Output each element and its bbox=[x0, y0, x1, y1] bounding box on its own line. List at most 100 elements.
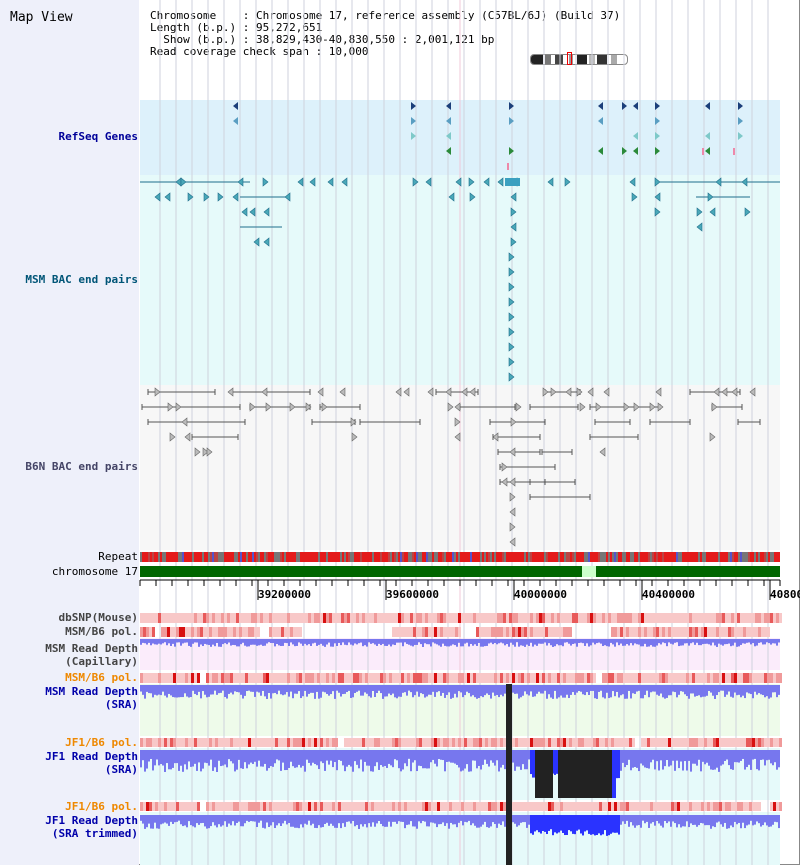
jf1-b6-pol-cell bbox=[746, 738, 749, 747]
track-label-msm-b6-pol-2[interactable]: MSM/B6 pol. bbox=[65, 671, 138, 684]
jf1-b6-pol-cell bbox=[533, 738, 536, 747]
track-label-jf1-depth-trim-2[interactable]: (SRA trimmed) bbox=[51, 827, 138, 840]
jf1-b6-pol-cell bbox=[335, 738, 338, 747]
track-label-msm-bac[interactable]: MSM BAC end pairs bbox=[25, 273, 138, 286]
msm-sra-depth-bar bbox=[226, 685, 228, 699]
msm-sra-depth-bar bbox=[534, 685, 536, 697]
jf1-b6-pol-cell bbox=[605, 802, 608, 811]
jf1-b6-pol-cell bbox=[332, 738, 335, 747]
jf1-sra-depth-bar bbox=[306, 750, 308, 760]
msm-b6-pol-cell bbox=[443, 627, 446, 637]
jf1-trim-depth-bar bbox=[486, 815, 488, 828]
track-label-msm-b6-pol-1[interactable]: MSM/B6 pol. bbox=[65, 625, 138, 638]
msm-sra-depth-bar bbox=[366, 685, 368, 694]
track-label-refseq[interactable]: RefSeq Genes bbox=[58, 130, 138, 143]
jf1-b6-pol-cell bbox=[485, 802, 488, 811]
capillary-depth-bar bbox=[730, 639, 732, 647]
msm-sra-depth-bar bbox=[660, 685, 662, 694]
jf1-trim-depth-bar bbox=[266, 815, 268, 823]
track-label-msm-depth-capillary-2[interactable]: (Capillary) bbox=[65, 655, 138, 668]
capillary-depth-bar bbox=[218, 639, 220, 647]
msm-sra-depth-bar bbox=[570, 685, 572, 695]
msm-b6-pol-cell bbox=[356, 673, 359, 683]
ideogram-view-marker[interactable] bbox=[567, 52, 572, 65]
jf1-trim-depth-bar bbox=[298, 815, 300, 829]
capillary-depth-bar bbox=[746, 639, 748, 643]
msm-b6-pol-cell bbox=[515, 673, 518, 683]
repeat-segment bbox=[316, 552, 318, 562]
capillary-depth-bar bbox=[328, 639, 330, 643]
jf1-sra-depth-bar bbox=[714, 750, 716, 770]
jf1-sra-depth-bar bbox=[388, 750, 390, 764]
repeat-segment bbox=[432, 552, 434, 562]
capillary-depth-bar bbox=[178, 639, 180, 643]
track-label-msm-depth-sra-2[interactable]: (SRA) bbox=[104, 698, 138, 711]
jf1-b6-pol-cell bbox=[536, 802, 539, 811]
capillary-depth-bar bbox=[432, 639, 434, 643]
msm-sra-depth-bar bbox=[532, 685, 534, 697]
capillary-depth-bar bbox=[320, 639, 322, 644]
msm-b6-pol-cell bbox=[494, 673, 497, 683]
repeat-segment bbox=[192, 552, 194, 562]
jf1-b6-pol-cell bbox=[551, 802, 554, 811]
repeat-segment bbox=[348, 552, 350, 562]
msm-sra-depth-bar bbox=[304, 685, 306, 691]
capillary-depth-bar bbox=[192, 639, 194, 644]
jf1-b6-pol-cell bbox=[524, 802, 527, 811]
jf1-trim-depth-bar bbox=[714, 815, 716, 828]
msm-b6-pol-cell bbox=[239, 627, 242, 637]
msm-sra-depth-bar bbox=[234, 685, 236, 692]
msm-sra-depth-bar bbox=[220, 685, 222, 693]
jf1-b6-pol-cell bbox=[341, 802, 344, 811]
jf1-trim-depth-bar bbox=[584, 815, 586, 832]
track-label-jf1-depth-sra-1[interactable]: JF1 Read Depth bbox=[45, 750, 138, 763]
jf1-sra-depth-bar bbox=[392, 750, 394, 768]
msm-sra-depth-bar bbox=[734, 685, 736, 693]
repeat-segment bbox=[714, 552, 716, 562]
track-label-dbsnp[interactable]: dbSNP(Mouse) bbox=[58, 611, 138, 624]
track-label-jf1-depth-trim-1[interactable]: JF1 Read Depth bbox=[45, 814, 138, 827]
track-label-jf1-b6-pol-1[interactable]: JF1/B6 pol. bbox=[65, 736, 138, 749]
msm-b6-pol-cell bbox=[731, 673, 734, 683]
dbsnp-heat-cell bbox=[422, 613, 425, 623]
msm-b6-pol-cell bbox=[521, 673, 524, 683]
repeat-segment bbox=[732, 552, 734, 562]
repeat-segment bbox=[274, 552, 276, 562]
jf1-b6-pol-cell bbox=[371, 738, 374, 747]
jf1-b6-pol-cell bbox=[206, 738, 209, 747]
dbsnp-heat-cell bbox=[359, 613, 362, 623]
capillary-depth-bar bbox=[476, 639, 478, 646]
msm-bac-end bbox=[654, 192, 661, 202]
track-label-jf1-depth-sra-2[interactable]: (SRA) bbox=[104, 763, 138, 776]
repeat-segment bbox=[568, 552, 570, 562]
refseq-gene-marker bbox=[233, 117, 238, 125]
msm-sra-depth-bar bbox=[324, 685, 326, 693]
jf1-trim-depth-bar bbox=[156, 815, 158, 829]
jf1-sra-depth-bar bbox=[202, 750, 204, 769]
track-label-msm-depth-sra-1[interactable]: MSM Read Depth bbox=[45, 685, 138, 698]
jf1-sra-depth-bar bbox=[172, 750, 174, 768]
msm-b6-pol-cell bbox=[221, 673, 224, 683]
dbsnp-heat-cell bbox=[452, 613, 455, 623]
jf1-b6-pol-cell bbox=[617, 738, 620, 747]
msm-b6-pol-cell bbox=[677, 627, 680, 637]
jf1-sra-depth-bar bbox=[470, 750, 472, 772]
repeat-segment bbox=[532, 552, 534, 562]
track-label-repeat: Repeat bbox=[98, 550, 138, 563]
jf1-b6-pol-cell bbox=[209, 802, 212, 811]
dbsnp-heat-cell bbox=[758, 613, 761, 623]
track-label-b6n-bac[interactable]: B6N BAC end pairs bbox=[25, 460, 138, 473]
repeat-segment bbox=[420, 552, 422, 562]
jf1-b6-pol-cell bbox=[746, 802, 749, 811]
jf1-trim-depth-bar bbox=[576, 815, 578, 831]
msm-b6-pol-cell bbox=[272, 673, 275, 683]
track-label-jf1-b6-pol-2[interactable]: JF1/B6 pol. bbox=[65, 800, 138, 813]
jf1-b6-pol-cell bbox=[374, 738, 377, 747]
track-label-msm-depth-capillary-1[interactable]: MSM Read Depth bbox=[45, 642, 138, 655]
jf1-trim-depth-bar bbox=[248, 815, 250, 822]
refseq-gene-marker bbox=[633, 132, 638, 140]
msm-b6-pol-cell bbox=[266, 673, 269, 683]
capillary-depth-bar bbox=[152, 639, 154, 644]
repeat-segment bbox=[282, 552, 284, 562]
